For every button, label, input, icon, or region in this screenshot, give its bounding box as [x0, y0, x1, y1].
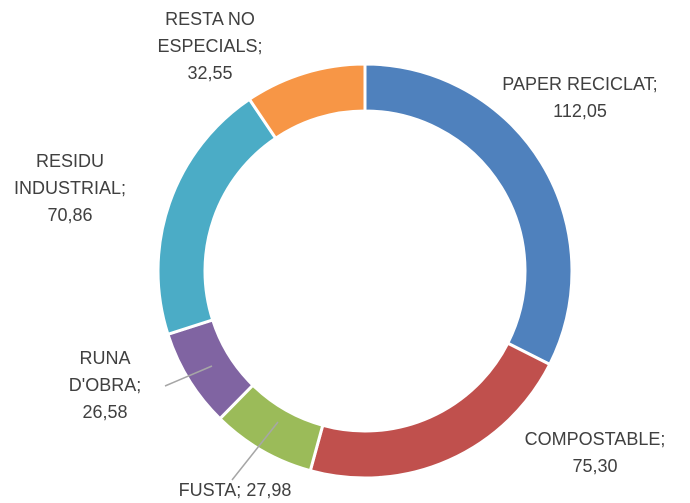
data-label: PAPER RECICLAT; 112,05 — [460, 71, 690, 125]
label-separator: ; — [257, 36, 263, 56]
label-separator: ; — [660, 429, 666, 449]
label-separator: ; — [121, 178, 127, 198]
category-name: RESIDU INDUSTRIAL — [13, 151, 121, 198]
value-label: 26,58 — [82, 402, 128, 422]
data-label: FUSTA; 27,98 — [130, 477, 340, 503]
category-name: RUNA D'OBRA — [68, 348, 137, 395]
donut-slice — [247, 62, 367, 141]
donut-slice — [363, 62, 574, 367]
label-separator: ; — [136, 375, 142, 395]
data-label: RESTA NO ESPECIALS; 32,55 — [140, 6, 280, 87]
category-name: PAPER RECICLAT — [502, 74, 653, 94]
value-label: 75,30 — [572, 456, 618, 476]
category-name: RESTA NO ESPECIALS — [157, 9, 258, 56]
data-label: COMPOSTABLE; 75,30 — [480, 426, 690, 480]
donut-slice — [156, 97, 278, 337]
leader-line — [231, 421, 279, 481]
label-separator: ; — [652, 74, 658, 94]
value-label: 32,55 — [187, 63, 233, 83]
value-label: 112,05 — [553, 101, 607, 121]
data-label: RESIDU INDUSTRIAL; 70,86 — [0, 148, 140, 229]
category-name: COMPOSTABLE — [524, 429, 661, 449]
label-separator: ; — [236, 480, 242, 500]
value-label: 27,98 — [246, 480, 292, 500]
category-name: FUSTA — [178, 480, 237, 500]
leader-line — [164, 365, 213, 387]
data-label: RUNA D'OBRA; 26,58 — [60, 345, 150, 426]
value-label: 70,86 — [47, 205, 93, 225]
